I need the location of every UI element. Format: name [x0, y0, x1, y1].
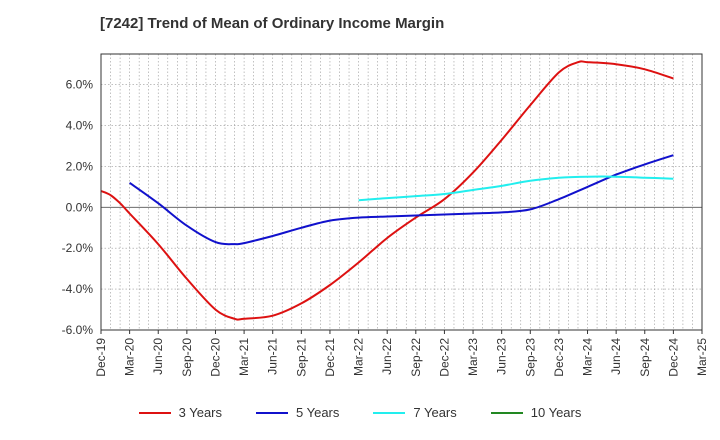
x-tick-label: Jun-20 — [151, 338, 165, 375]
series-line-5-years — [129, 154, 674, 246]
x-tick-label: Dec-24 — [666, 338, 680, 377]
x-tick-label: Dec-20 — [208, 338, 222, 377]
legend-item-10-years: 10 Years — [490, 405, 582, 420]
legend-item-3-years: 3 Years — [138, 405, 222, 420]
x-tick-label: Sep-21 — [294, 338, 308, 377]
legend-swatch — [490, 411, 523, 414]
grid-lines — [101, 54, 702, 331]
legend-swatch — [256, 411, 288, 414]
x-tick-label: Jun-23 — [495, 338, 509, 375]
series-line-3-years — [100, 60, 674, 321]
legend-label: 5 Years — [296, 405, 340, 420]
series-line-7-years — [358, 175, 674, 202]
line-chart: -6.0% -4.0% -2.0% 0.0% 2.0% 4.0% 6.0% Dec-19 Mar… — [62, 53, 709, 377]
tick-labels: -6.0% -4.0% -2.0% 0.0% 2.0% 4.0% 6.0% Dec-19 Mar… — [62, 78, 709, 377]
x-tick-label: Mar-25 — [695, 338, 709, 376]
y-tick-label: -4.0% — [62, 282, 94, 296]
x-tick-label: Jun-21 — [266, 338, 280, 375]
x-tick-label: Mar-24 — [581, 338, 595, 376]
x-tick-label: Dec-19 — [94, 338, 108, 377]
legend-swatch — [138, 411, 171, 414]
x-tick-label: Sep-22 — [409, 338, 423, 377]
legend-item-5-years: 5 Years — [256, 405, 339, 420]
x-tick-label: Mar-21 — [237, 338, 251, 376]
x-tick-label: Mar-22 — [352, 338, 366, 376]
series-lines — [100, 60, 674, 321]
x-tick-label: Mar-20 — [123, 338, 137, 376]
x-tick-label: Sep-23 — [523, 338, 537, 377]
x-tick-label: Dec-22 — [437, 338, 451, 377]
legend-swatch — [373, 411, 406, 414]
legend-label: 10 Years — [530, 405, 582, 420]
x-tick-label: Dec-23 — [552, 338, 566, 377]
y-tick-label: 6.0% — [66, 78, 94, 92]
y-tick-label: 0.0% — [66, 200, 94, 214]
x-tick-label: Jun-24 — [609, 338, 623, 375]
y-tick-label: -6.0% — [62, 323, 94, 337]
x-tick-label: Sep-24 — [638, 338, 652, 377]
legend-label: 7 Years — [413, 405, 457, 420]
x-tick-label: Sep-20 — [180, 338, 194, 377]
x-tick-label: Mar-23 — [466, 338, 480, 376]
x-tick-label: Jun-22 — [380, 338, 394, 375]
y-tick-label: 2.0% — [66, 159, 94, 173]
chart-title: [7242] Trend of Mean of Ordinary Income … — [100, 15, 445, 32]
y-tick-label: -2.0% — [62, 241, 94, 255]
y-tick-label: 4.0% — [66, 119, 94, 133]
x-tick-label: Dec-21 — [323, 338, 337, 377]
plot-frame — [100, 53, 703, 331]
legend: 3 Years 5 Years 7 Years 10 Years — [0, 405, 720, 420]
legend-label: 3 Years — [178, 405, 222, 420]
legend-item-7-years: 7 Years — [373, 405, 457, 420]
